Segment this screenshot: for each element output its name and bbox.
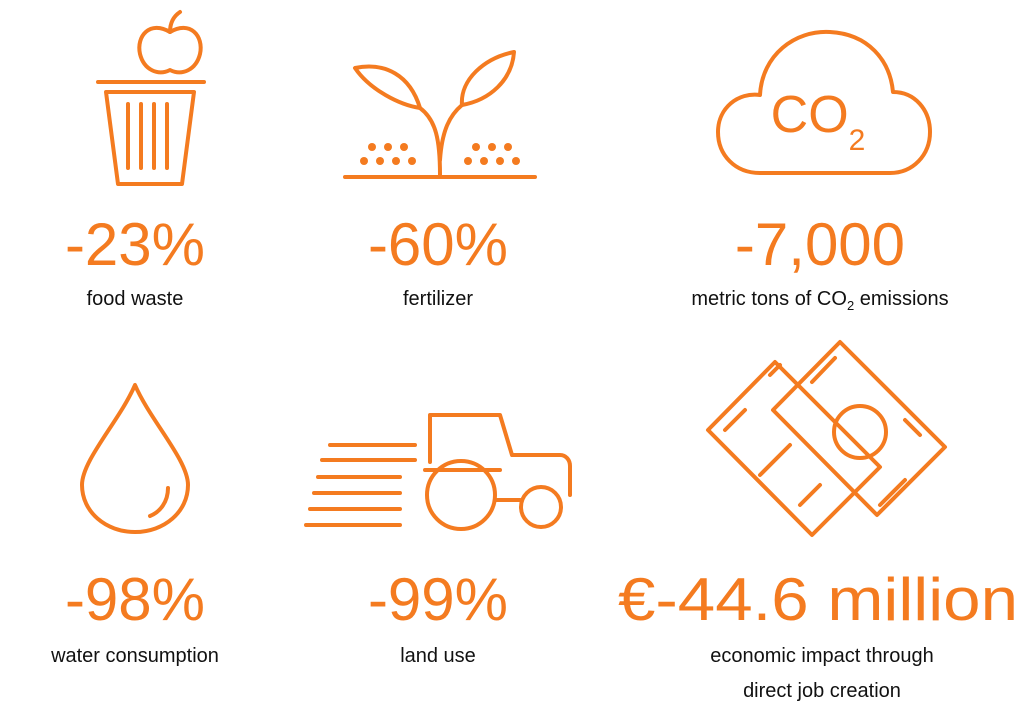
- stat-value: €-44.6 million: [618, 566, 1018, 633]
- money-icon: [706, 340, 947, 537]
- plant-icon: [343, 50, 537, 179]
- stat-label: economic impact through: [710, 645, 933, 667]
- stat-value: -60%: [368, 211, 508, 278]
- plant-soil: [360, 143, 520, 165]
- stat-value: -23%: [65, 211, 205, 278]
- stat-value: -7,000: [735, 211, 905, 278]
- label-sub: 2: [847, 298, 854, 313]
- label-part: emissions: [854, 288, 948, 310]
- drop-icon: [80, 383, 190, 534]
- stat-label: water consumption: [50, 645, 219, 667]
- label-part: metric tons of CO: [691, 288, 847, 310]
- trash-icon: [96, 10, 206, 186]
- stat-label: direct job creation: [743, 680, 901, 702]
- cloud-main: CO: [771, 86, 849, 144]
- stat-label: land use: [400, 645, 476, 667]
- tractor-icon: [304, 413, 572, 531]
- stat-value: -99%: [368, 566, 508, 633]
- cloud-sub: 2: [849, 124, 866, 157]
- cloud-text: CO2: [771, 86, 866, 157]
- stat-label: fertilizer: [403, 288, 473, 310]
- stat-label: metric tons of CO2 emissions: [691, 288, 948, 313]
- cloud-icon: [716, 29, 932, 175]
- stat-label: food waste: [87, 288, 184, 310]
- stat-value: -98%: [65, 566, 205, 633]
